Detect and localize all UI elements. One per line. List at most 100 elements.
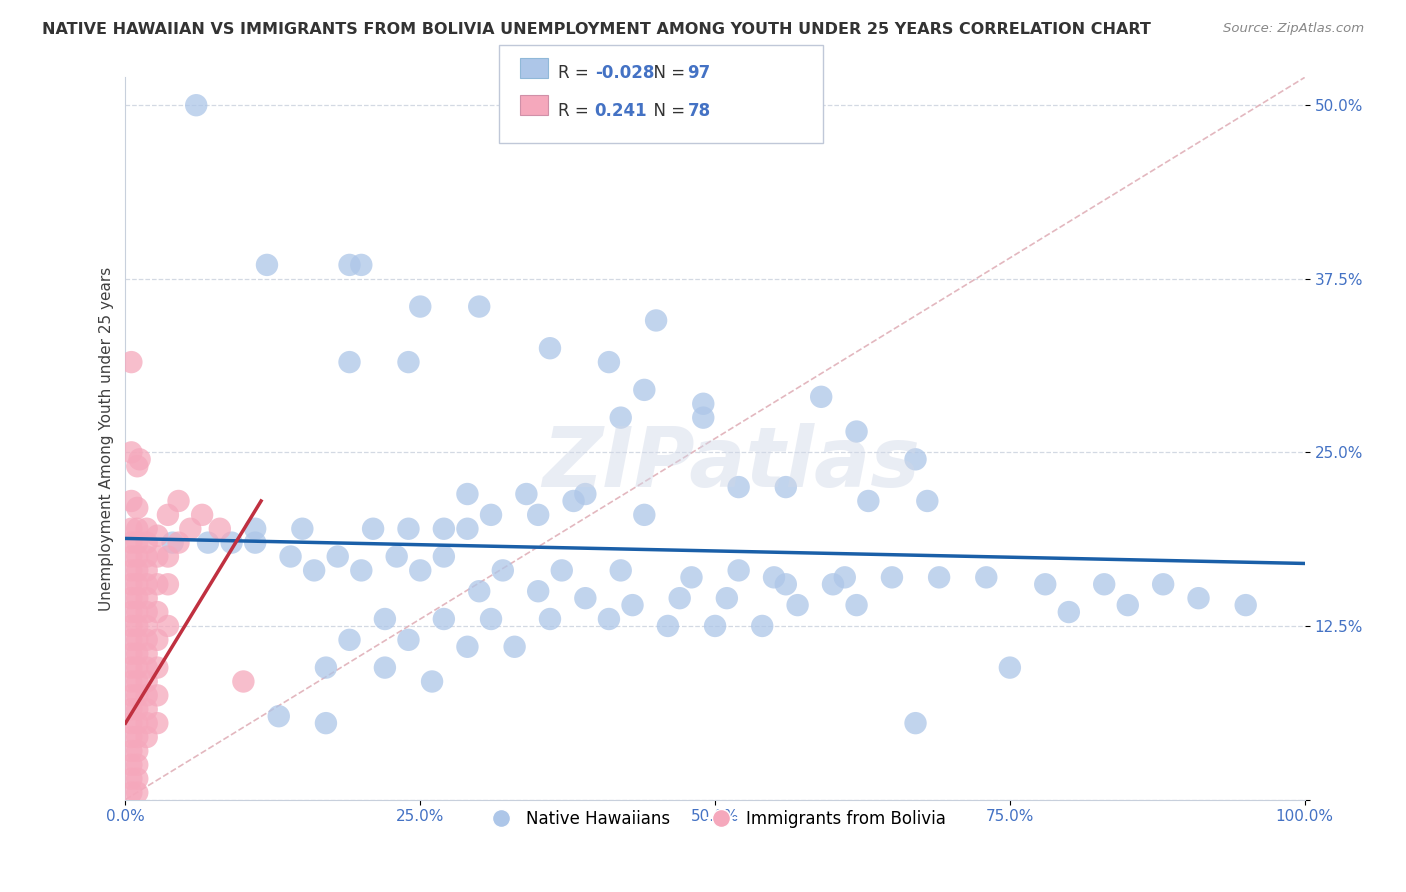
Point xyxy=(456,522,478,536)
Point xyxy=(398,522,420,536)
Point xyxy=(468,300,491,314)
Point xyxy=(503,640,526,654)
Point xyxy=(326,549,349,564)
Point xyxy=(398,632,420,647)
Point xyxy=(120,647,142,661)
Point xyxy=(551,563,574,577)
Point xyxy=(120,494,142,508)
Point xyxy=(221,535,243,549)
Point xyxy=(433,549,456,564)
Point xyxy=(657,619,679,633)
Point xyxy=(810,390,832,404)
Point xyxy=(135,716,157,731)
Point xyxy=(668,591,690,606)
Point xyxy=(420,674,443,689)
Point xyxy=(385,549,408,564)
Text: Source: ZipAtlas.com: Source: ZipAtlas.com xyxy=(1223,22,1364,36)
Point xyxy=(492,563,515,577)
Point xyxy=(135,577,157,591)
Point xyxy=(527,584,550,599)
Point xyxy=(120,772,142,786)
Point xyxy=(917,494,939,508)
Point xyxy=(120,577,142,591)
Point xyxy=(821,577,844,591)
Point xyxy=(858,494,880,508)
Point xyxy=(120,786,142,800)
Point xyxy=(609,410,631,425)
Point xyxy=(120,445,142,459)
Point xyxy=(156,549,179,564)
Point xyxy=(127,744,149,758)
Point xyxy=(135,605,157,619)
Point xyxy=(197,535,219,549)
Text: ZIPatlas: ZIPatlas xyxy=(543,424,920,504)
Point xyxy=(1152,577,1174,591)
Point xyxy=(880,570,903,584)
Point xyxy=(1033,577,1056,591)
Point xyxy=(538,341,561,355)
Point xyxy=(127,647,149,661)
Point xyxy=(127,772,149,786)
Point xyxy=(135,522,157,536)
Point xyxy=(716,591,738,606)
Point xyxy=(339,355,361,369)
Point xyxy=(127,605,149,619)
Point xyxy=(127,632,149,647)
Point xyxy=(598,355,620,369)
Point xyxy=(904,716,927,731)
Point xyxy=(127,563,149,577)
Point xyxy=(280,549,302,564)
Point xyxy=(350,563,373,577)
Text: 97: 97 xyxy=(688,64,711,82)
Point xyxy=(409,300,432,314)
Point xyxy=(162,535,184,549)
Point xyxy=(998,660,1021,674)
Point xyxy=(775,480,797,494)
Point xyxy=(120,702,142,716)
Point xyxy=(120,355,142,369)
Point xyxy=(120,619,142,633)
Point xyxy=(904,452,927,467)
Point xyxy=(120,689,142,703)
Point xyxy=(562,494,585,508)
Point xyxy=(128,452,150,467)
Point xyxy=(127,549,149,564)
Point xyxy=(156,508,179,522)
Point xyxy=(120,605,142,619)
Point xyxy=(135,689,157,703)
Point xyxy=(692,410,714,425)
Point xyxy=(135,563,157,577)
Point xyxy=(786,598,808,612)
Text: -0.028: -0.028 xyxy=(595,64,654,82)
Point xyxy=(191,508,214,522)
Point xyxy=(120,674,142,689)
Point xyxy=(127,591,149,606)
Point xyxy=(374,612,396,626)
Point xyxy=(146,632,169,647)
Point xyxy=(845,425,868,439)
Point xyxy=(621,598,644,612)
Point xyxy=(350,258,373,272)
Point xyxy=(156,619,179,633)
Point xyxy=(538,612,561,626)
Point xyxy=(135,632,157,647)
Point xyxy=(1057,605,1080,619)
Point xyxy=(243,535,266,549)
Point xyxy=(127,716,149,731)
Point xyxy=(232,674,254,689)
Point xyxy=(127,660,149,674)
Point xyxy=(456,640,478,654)
Point xyxy=(267,709,290,723)
Point xyxy=(146,577,169,591)
Point xyxy=(120,535,142,549)
Point xyxy=(243,522,266,536)
Text: R =: R = xyxy=(558,64,595,82)
Point xyxy=(928,570,950,584)
Point xyxy=(1234,598,1257,612)
Point xyxy=(135,674,157,689)
Point xyxy=(302,563,325,577)
Point xyxy=(146,529,169,543)
Point xyxy=(135,660,157,674)
Point xyxy=(339,632,361,647)
Point xyxy=(135,535,157,549)
